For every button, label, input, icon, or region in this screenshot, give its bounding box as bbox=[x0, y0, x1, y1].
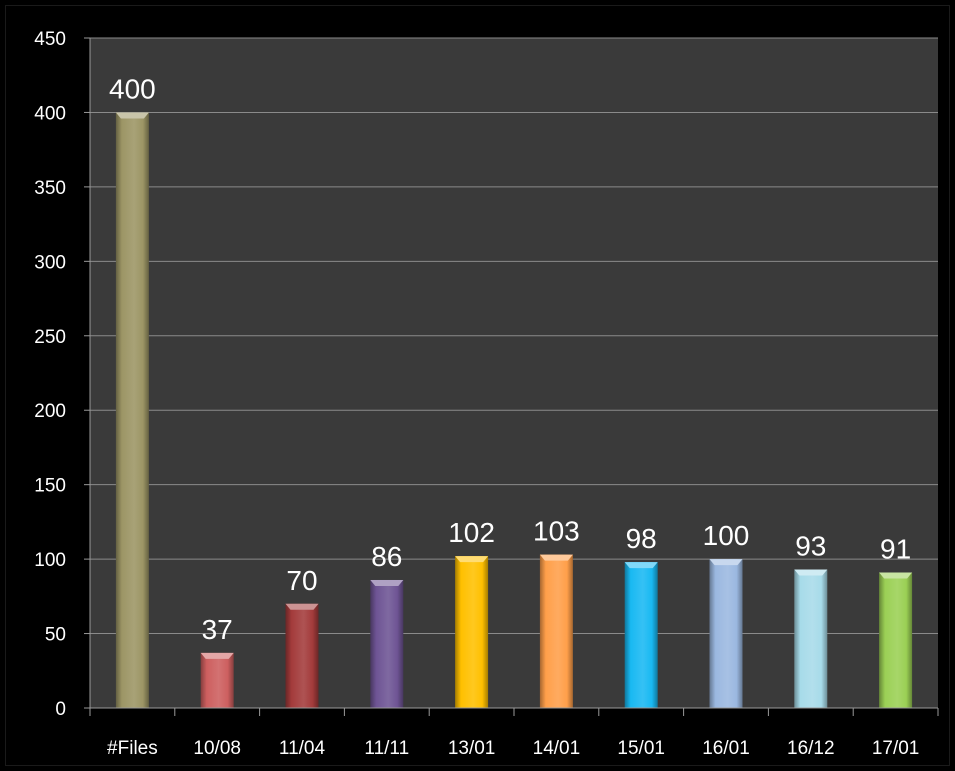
y-tick-label: 350 bbox=[34, 178, 66, 199]
bar bbox=[539, 554, 573, 708]
x-tick-label: 10/08 bbox=[193, 738, 241, 759]
y-tick-label: 450 bbox=[34, 29, 66, 50]
x-tick-label: 16/12 bbox=[787, 738, 835, 759]
bar bbox=[624, 562, 658, 708]
data-label: 91 bbox=[880, 534, 911, 565]
bar bbox=[709, 559, 743, 708]
data-label: 102 bbox=[448, 517, 495, 548]
bar-cap bbox=[879, 572, 913, 579]
y-tick-label: 0 bbox=[55, 699, 66, 720]
bar bbox=[794, 569, 828, 708]
x-tick-label: 16/01 bbox=[702, 738, 750, 759]
data-label: 103 bbox=[533, 516, 580, 547]
bar bbox=[285, 603, 319, 708]
bars bbox=[115, 112, 913, 708]
x-tick-label: 11/04 bbox=[279, 738, 326, 759]
data-label: 37 bbox=[202, 614, 233, 645]
data-label: 86 bbox=[371, 541, 402, 572]
y-tick-label: 400 bbox=[34, 103, 66, 124]
bar-cap bbox=[624, 562, 658, 569]
bar bbox=[370, 579, 404, 708]
data-label: 400 bbox=[109, 73, 156, 104]
chart-frame bbox=[5, 5, 950, 766]
bar-cap bbox=[115, 112, 149, 119]
data-labels: 400 37 70 86 102 103 98 100 93 91 bbox=[109, 73, 911, 644]
x-tick-label: 13/01 bbox=[448, 738, 496, 759]
bar bbox=[879, 572, 913, 708]
bar-cap bbox=[200, 652, 234, 659]
data-label: 100 bbox=[703, 520, 750, 551]
data-label: 93 bbox=[795, 531, 826, 562]
data-label: 70 bbox=[286, 565, 317, 596]
bar bbox=[115, 112, 149, 708]
x-tick-label: 11/11 bbox=[364, 738, 409, 759]
y-tick-label: 250 bbox=[34, 327, 66, 348]
x-tick-label: #Files bbox=[107, 738, 158, 759]
bar-cap bbox=[455, 556, 489, 563]
y-tick-label: 200 bbox=[34, 401, 66, 422]
bar bbox=[200, 652, 234, 708]
data-label: 98 bbox=[626, 523, 657, 554]
bar-cap bbox=[794, 569, 828, 576]
x-tick-label: 17/01 bbox=[872, 738, 920, 759]
bar-cap bbox=[539, 554, 573, 561]
x-tick-label: 14/01 bbox=[533, 738, 581, 759]
y-tick-label: 150 bbox=[34, 476, 66, 497]
y-tick-label: 100 bbox=[34, 550, 66, 571]
bar bbox=[455, 556, 489, 708]
bar-cap bbox=[709, 559, 743, 566]
x-tick-label: 15/01 bbox=[617, 738, 665, 759]
bar-cap bbox=[285, 603, 319, 610]
y-tick-label: 50 bbox=[45, 625, 66, 646]
bar-cap bbox=[370, 579, 404, 586]
y-tick-label: 300 bbox=[34, 252, 66, 273]
axes: 0 50 100 150 200 250 300 350 400 450 #Files 10/08 11… bbox=[34, 29, 939, 759]
